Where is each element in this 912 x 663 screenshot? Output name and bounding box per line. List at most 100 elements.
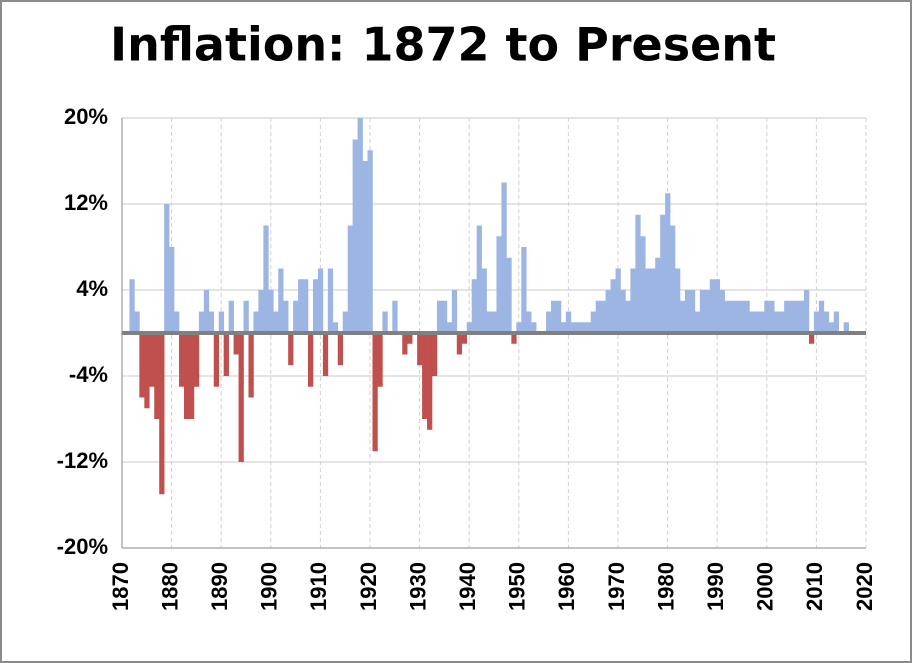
bar <box>357 118 363 333</box>
bar <box>501 182 507 333</box>
bar <box>496 236 502 333</box>
bar <box>164 204 170 333</box>
bar <box>635 214 641 333</box>
bar <box>184 333 190 419</box>
bar <box>511 333 517 344</box>
bar <box>481 268 487 333</box>
bar <box>392 300 398 333</box>
bar <box>491 311 497 333</box>
bar <box>154 333 160 419</box>
bar <box>744 300 750 333</box>
bar <box>238 333 244 462</box>
bar <box>665 193 671 333</box>
bar <box>208 311 215 333</box>
y-tick-label: -20% <box>57 534 108 559</box>
bar <box>560 322 567 333</box>
bar <box>427 333 433 430</box>
bar <box>402 333 408 355</box>
bar <box>506 257 512 333</box>
bar <box>461 333 468 344</box>
bar <box>233 333 239 355</box>
bar <box>784 300 790 333</box>
x-tick-label: 1880 <box>157 562 182 611</box>
bar <box>823 311 830 333</box>
bar <box>565 311 572 333</box>
bar <box>134 311 140 333</box>
bar <box>213 333 220 387</box>
bar <box>129 279 135 333</box>
bar <box>709 279 716 333</box>
x-tick-label: 1870 <box>108 562 133 611</box>
bar <box>769 300 775 333</box>
bar <box>680 300 686 333</box>
bar <box>580 322 587 333</box>
bar <box>198 311 205 333</box>
bar <box>828 322 835 333</box>
x-tick-label: 2020 <box>852 562 877 611</box>
bar <box>451 290 458 333</box>
bar <box>407 333 413 344</box>
bar <box>228 300 234 333</box>
bar <box>694 311 701 333</box>
bar <box>417 333 423 366</box>
bar <box>645 268 651 333</box>
bar <box>298 279 304 333</box>
bar <box>432 333 438 376</box>
bar <box>342 311 348 333</box>
bar <box>446 322 453 333</box>
bar <box>585 322 592 333</box>
bar <box>203 290 210 333</box>
bar <box>441 300 448 333</box>
bar <box>660 214 666 333</box>
bar <box>704 290 711 333</box>
bar <box>595 300 601 333</box>
bar <box>367 150 373 333</box>
bar <box>223 333 229 376</box>
bar <box>179 333 185 387</box>
bar <box>243 300 249 333</box>
x-tick-label: 1920 <box>356 562 381 611</box>
bar <box>650 268 656 333</box>
x-tick-label: 1980 <box>653 562 678 611</box>
bar <box>278 268 284 333</box>
y-tick-label: -12% <box>57 448 108 473</box>
bar <box>605 290 611 333</box>
bar <box>149 333 155 387</box>
bar <box>263 225 269 333</box>
bar <box>476 225 482 333</box>
x-tick-label: 1900 <box>257 562 282 611</box>
bar <box>139 333 145 398</box>
bar <box>774 311 780 333</box>
bar <box>258 290 264 333</box>
bar <box>144 333 150 409</box>
x-tick-label: 2010 <box>802 562 827 611</box>
y-tick-label: -4% <box>69 362 108 387</box>
bar <box>303 279 309 333</box>
bar <box>734 300 740 333</box>
bar <box>625 300 631 333</box>
bar <box>615 268 621 333</box>
x-tick-label: 1990 <box>703 562 728 611</box>
x-tick-label: 1910 <box>306 562 331 611</box>
bar <box>724 300 730 333</box>
bar <box>471 279 477 333</box>
bar <box>729 300 735 333</box>
x-tick-label: 2000 <box>753 562 778 611</box>
bar <box>813 311 820 333</box>
bar <box>218 311 224 333</box>
bar <box>764 300 770 333</box>
bar <box>714 279 720 333</box>
bar <box>456 333 463 355</box>
bar <box>590 311 596 333</box>
bar <box>188 333 195 419</box>
bar <box>352 139 358 333</box>
y-tick-label: 20% <box>64 104 108 129</box>
bar <box>749 311 755 333</box>
y-tick-label: 4% <box>76 276 108 301</box>
bar <box>332 322 339 333</box>
bar <box>253 311 259 333</box>
x-tick-label: 1960 <box>554 562 579 611</box>
x-tick-label: 1890 <box>207 562 232 611</box>
x-tick-label: 1970 <box>604 562 629 611</box>
bar <box>684 290 691 333</box>
